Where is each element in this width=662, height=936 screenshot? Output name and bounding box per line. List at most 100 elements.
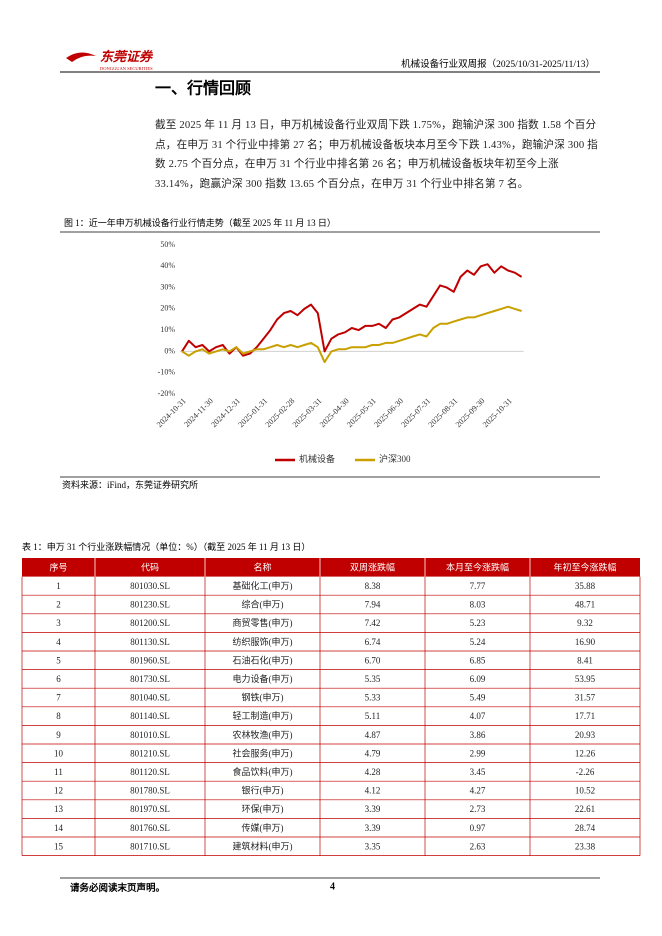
table-cell: 6.09	[470, 674, 486, 684]
table-cell: 社会服务(申万)	[233, 747, 293, 758]
report-title: 机械设备行业双周报（2025/10/31-2025/11/13）	[401, 58, 595, 70]
legend-label: 沪深300	[379, 453, 411, 464]
y-tick-label: 40%	[160, 261, 175, 270]
table-cell: 20.93	[575, 730, 596, 740]
table-cell: 801760.SL	[130, 823, 170, 833]
table-cell: 1	[56, 581, 61, 591]
table-cell: 纺织服饰(申万)	[233, 636, 293, 647]
y-tick-label: -10%	[158, 368, 176, 377]
source: 资料来源：iFind，东莞证券研究所	[62, 479, 198, 490]
table-cell: 5.11	[365, 711, 380, 721]
table-cell: 12	[54, 786, 63, 796]
table-cell: 4.27	[470, 786, 486, 796]
section-title: 一、行情回顾	[155, 79, 251, 98]
table-cell: 7.77	[470, 581, 486, 591]
table-cell: 8	[56, 711, 61, 721]
table-cell: 10	[54, 748, 64, 758]
table-cell: 28.74	[575, 823, 596, 833]
page-number: 4	[330, 881, 335, 892]
table-header-cell: 双周涨跌幅	[350, 561, 395, 572]
table-cell: 6.70	[365, 655, 381, 665]
table-cell: 电力设备(申万)	[233, 673, 293, 684]
table-cell: 6	[56, 674, 61, 684]
table-cell: 2.63	[470, 841, 486, 851]
table-header-bg	[22, 558, 640, 577]
logo-text: 东莞证券	[100, 49, 154, 64]
table-cell: 4.12	[365, 786, 381, 796]
table-cell: 801010.SL	[130, 730, 170, 740]
table-cell: 2.99	[470, 748, 486, 758]
y-tick-label: 30%	[160, 282, 175, 291]
table-cell: 8.03	[470, 600, 486, 610]
table-cell: 22.61	[575, 804, 595, 814]
table-cell: 31.57	[575, 693, 596, 703]
table-cell: 12.26	[575, 748, 596, 758]
table-cell: 801230.SL	[130, 600, 170, 610]
table-cell: 银行(申万)	[242, 785, 284, 796]
table-cell: 801780.SL	[130, 786, 170, 796]
table-cell: 7.42	[365, 618, 381, 628]
table-cell: 轻工制造(申万)	[233, 710, 293, 721]
table-cell: 8.41	[577, 655, 593, 665]
table-cell: 801200.SL	[130, 618, 170, 628]
table-cell: 9.32	[577, 618, 593, 628]
table-cell: 16.90	[575, 637, 596, 647]
table-cell: 11	[54, 767, 63, 777]
table-cell: 5.24	[470, 637, 486, 647]
table-cell: 801140.SL	[130, 711, 169, 721]
table-cell: 钢铁(申万)	[242, 692, 284, 703]
table-cell: 2	[56, 600, 61, 610]
table-cell: 3.39	[365, 823, 381, 833]
table-cell: 13	[54, 804, 64, 814]
table-cell: 15	[54, 841, 64, 851]
y-tick-label: -20%	[158, 389, 176, 398]
table-cell: 5.35	[365, 674, 381, 684]
table-cell: 3.86	[470, 730, 486, 740]
legend-label: 机械设备	[299, 453, 335, 464]
logo-mark	[66, 52, 96, 62]
table-header-cell: 序号	[49, 561, 67, 572]
table-cell: 3.39	[365, 804, 381, 814]
table-cell: 3	[56, 618, 61, 628]
table-cell: 14	[54, 823, 64, 833]
table-cell: 3.35	[365, 841, 381, 851]
logo-en: DONGGUAN SECURITIES	[100, 66, 153, 71]
table-cell: 4.28	[365, 767, 381, 777]
table-caption: 表 1：申万 31 个行业涨跌幅情况（单位：%）（截至 2025 年 11 月 …	[22, 541, 310, 552]
table-cell: 3.45	[470, 767, 486, 777]
y-tick-label: 20%	[160, 304, 175, 313]
x-tick-label: 2025-10-31	[481, 396, 514, 429]
table-cell: 4.07	[470, 711, 486, 721]
table-header-cell: 本月至今涨跌幅	[446, 561, 509, 572]
table-cell: 建筑材料(申万)	[233, 840, 293, 851]
table-cell: 801970.SL	[130, 804, 170, 814]
table-cell: 48.71	[575, 600, 595, 610]
table-cell: 801130.SL	[130, 637, 169, 647]
table-cell: 6.85	[470, 655, 486, 665]
table-cell: 石油石化(申万)	[233, 654, 293, 665]
table-cell: 5.23	[470, 618, 486, 628]
table-cell: 综合(申万)	[242, 599, 284, 610]
table-cell: 35.88	[575, 581, 596, 591]
table-cell: 7	[56, 693, 61, 703]
table-cell: 17.71	[575, 711, 595, 721]
table-cell: 801730.SL	[130, 674, 170, 684]
table-cell: 0.97	[470, 823, 486, 833]
table-cell: 801040.SL	[130, 693, 170, 703]
series-line	[181, 263, 523, 357]
table-cell: 传媒(申万)	[242, 822, 284, 833]
table-cell: 23.38	[575, 841, 596, 851]
table-cell: 5.49	[470, 693, 486, 703]
series-line	[181, 305, 522, 364]
table-cell: 4.79	[365, 748, 381, 758]
table-cell: 801120.SL	[130, 767, 169, 777]
table-cell: 801210.SL	[130, 748, 170, 758]
table-header-cell: 代码	[141, 562, 159, 572]
y-tick-label: 0%	[164, 346, 175, 355]
table-cell: 4	[56, 637, 61, 647]
table-cell: 8.38	[365, 581, 381, 591]
table-cell: -2.26	[576, 767, 595, 777]
table-cell: 7.94	[365, 600, 381, 610]
